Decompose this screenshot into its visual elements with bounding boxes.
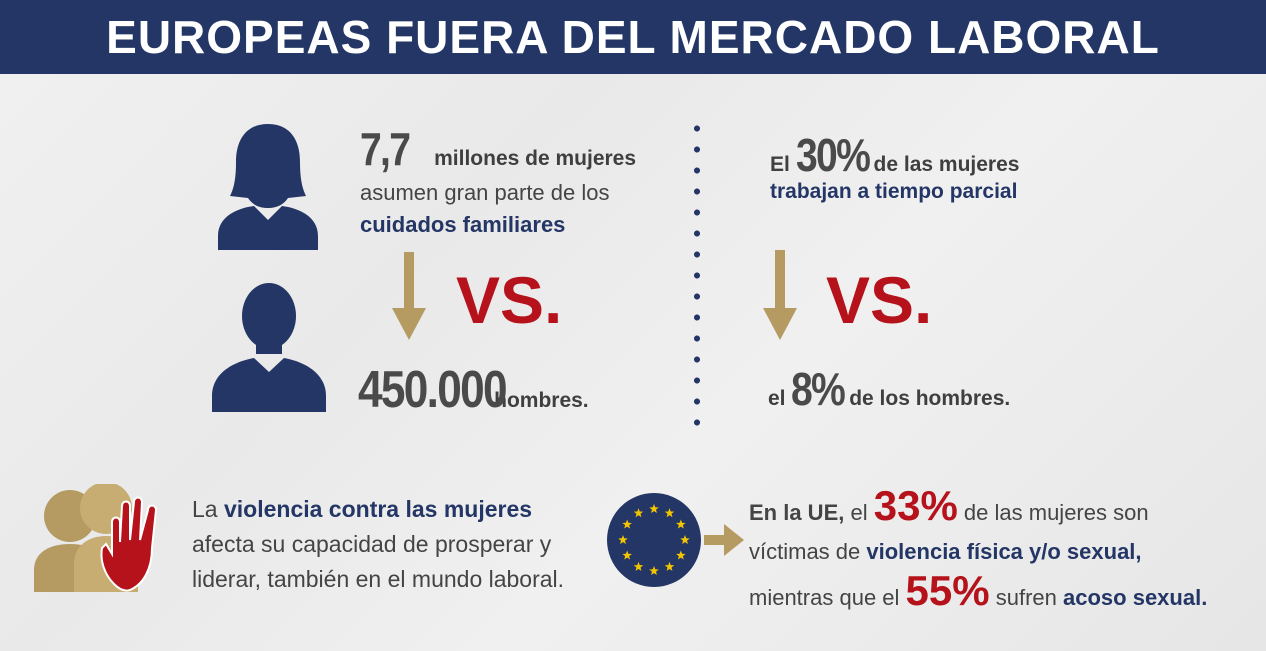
people-hand-icon: [34, 484, 158, 592]
eu-star: [618, 535, 628, 545]
eu-line2: víctimas de violencia física y/o sexual,: [749, 532, 1207, 571]
arrow-right-icon: [704, 524, 744, 556]
women-care-number: 7,7: [360, 123, 411, 175]
women-care-highlight: cuidados familiares: [360, 212, 566, 237]
eu-pre3: mientras que el: [749, 585, 900, 610]
women-parttime-stat: El 30% de las mujeres: [770, 128, 1019, 182]
men-parttime-prefix: el: [768, 387, 786, 410]
arrow-down-icon: [392, 252, 426, 340]
eu-highlight-harassment: acoso sexual.: [1063, 585, 1208, 610]
women-care-line2: asumen gran parte de los: [360, 180, 610, 205]
eu-star: [633, 561, 644, 571]
arrow-down-icon: [763, 250, 797, 340]
dotted-divider: [694, 118, 700, 436]
men-care-stat: 450.000 hombres.: [358, 360, 589, 420]
women-parttime-label: de las mujeres: [873, 153, 1020, 176]
violence-highlight: violencia contra las mujeres: [223, 496, 533, 522]
eu-star: [622, 550, 632, 560]
violence-pre: La: [192, 496, 218, 522]
violence-line3: liderar, también en el mundo laboral.: [192, 566, 565, 592]
eu-post1: de las mujeres son: [963, 500, 1149, 525]
men-care-label: hombres.: [494, 389, 589, 412]
women-care-label: millones de mujeres: [434, 147, 637, 170]
men-care-number: 450.000: [358, 361, 508, 419]
eu-pre2: víctimas de: [749, 539, 861, 564]
eu-star: [676, 550, 686, 560]
women-care-stat: 7,7 millones de mujeres: [360, 122, 636, 176]
men-parttime-pct: 8%: [791, 363, 846, 415]
page-title: EUROPEAS FUERA DEL MERCADO LABORAL: [0, 0, 1266, 74]
violence-line2: afecta su capacidad de prosperar y: [192, 531, 552, 557]
eu-flag-icon: [607, 493, 701, 587]
violence-text: La violencia contra las mujeres afecta s…: [192, 492, 564, 597]
eu-star: [676, 519, 686, 529]
vs-left: VS.: [456, 263, 563, 337]
eu-text: En la UE, el 33% de las mujeres son víct…: [749, 485, 1208, 617]
eu-mid3: sufren: [995, 585, 1057, 610]
eu-star: [680, 535, 690, 545]
eu-star: [664, 561, 675, 571]
eu-star: [664, 508, 675, 518]
eu-pct-violence: 33%: [873, 482, 958, 529]
eu-line3: mientras que el 55% sufren acoso sexual.: [749, 570, 1208, 617]
vs-right: VS.: [826, 263, 933, 337]
woman-icon: [218, 124, 318, 250]
eu-star: [649, 566, 659, 576]
eu-star: [622, 519, 632, 529]
women-parttime-highlight: trabajan a tiempo parcial: [770, 180, 1018, 203]
women-parttime-pct: 30%: [795, 129, 871, 181]
man-icon: [212, 283, 326, 412]
eu-bold: En la UE,: [749, 500, 845, 525]
men-parttime-label: de los hombres.: [849, 387, 1011, 410]
eu-highlight-violence: violencia física y/o sexual,: [866, 539, 1142, 564]
violence-line1: La violencia contra las mujeres: [192, 492, 564, 527]
eu-line1: En la UE, el 33% de las mujeres son: [749, 485, 1207, 532]
eu-pre1: el: [850, 500, 868, 525]
eu-pct-harassment: 55%: [905, 567, 990, 614]
eu-star: [649, 504, 659, 514]
men-parttime-stat: el 8% de los hombres.: [768, 362, 1010, 416]
women-parttime-prefix: El: [770, 153, 790, 176]
eu-star: [633, 508, 644, 518]
